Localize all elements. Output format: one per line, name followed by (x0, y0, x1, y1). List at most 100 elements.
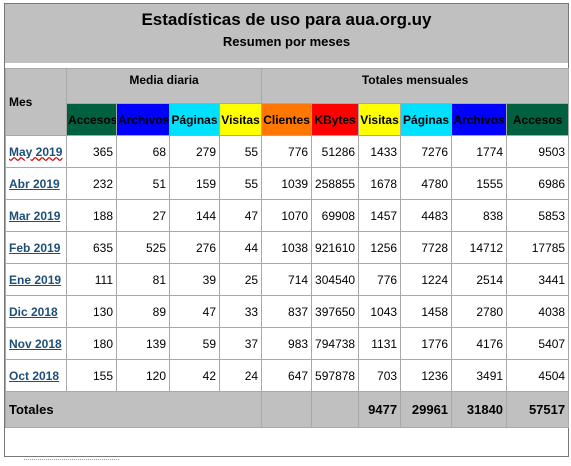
value-cell: 139 (116, 327, 170, 360)
table-row: Dic 2018 130 89 47 33 837 397650 1043 1458 2780 40… (5, 295, 570, 328)
month-cell: Feb 2019 (5, 231, 67, 264)
page-title: Estadísticas de uso para aua.org.uy (141, 10, 432, 29)
daily-average-header: Media diaria (65, 68, 263, 104)
table-row: Oct 2018 155 120 42 24 647 597878 703 1236 3491 45… (5, 359, 570, 392)
value-cell: 1131 (358, 327, 402, 360)
month-cell: Mar 2019 (5, 199, 67, 232)
value-cell: 55 (218, 167, 263, 200)
month-cell: Oct 2018 (5, 359, 67, 392)
month-column-header: Mes (5, 68, 67, 136)
value-cell: 714 (261, 263, 313, 296)
value-cell: 55 (218, 135, 263, 168)
total-cell (311, 391, 360, 428)
value-cell: 635 (66, 231, 117, 264)
value-cell: 1433 (358, 135, 402, 168)
total-cell: 31840 (451, 391, 508, 428)
month-cell: Ene 2019 (5, 263, 67, 296)
value-cell: 7728 (400, 231, 453, 264)
value-cell: 3441 (506, 263, 570, 296)
table-row: Mar 2019 188 27 144 47 1070 69908 1457 4483 838 58… (5, 199, 570, 232)
value-cell: 1774 (451, 135, 508, 168)
table-row: Feb 2019 635 525 276 44 1038 921610 1256 7728 147… (5, 231, 570, 264)
month-link[interactable]: Dic 2018 (9, 304, 58, 319)
value-cell: 25 (218, 263, 263, 296)
value-cell: 7276 (400, 135, 453, 168)
total-cell: 29961 (400, 391, 453, 428)
value-cell: 6986 (506, 167, 570, 200)
value-cell: 397650 (311, 295, 360, 328)
month-link[interactable]: Feb 2019 (9, 240, 61, 255)
value-cell: 1457 (358, 199, 402, 232)
value-cell: 27 (116, 199, 170, 232)
column-header-kbytes-5: KBytes (311, 103, 360, 136)
value-cell: 5407 (506, 327, 570, 360)
table-row: Abr 2019 232 51 159 55 1039 258855 1678 4780 1555… (5, 167, 570, 200)
monthly-summary-table: Mes Media diaria Totales mensuales Acces… (4, 68, 570, 428)
month-link[interactable]: May 2019 (9, 144, 63, 159)
month-link[interactable]: Abr 2019 (9, 176, 60, 191)
month-cell: Nov 2018 (5, 327, 67, 360)
stats-frame: Estadísticas de uso para aua.org.uy Resu… (4, 3, 570, 457)
month-cell: May 2019 (5, 135, 67, 168)
value-cell: 1776 (400, 327, 453, 360)
value-cell: 37 (218, 327, 263, 360)
value-cell: 4780 (400, 167, 453, 200)
column-header-p-ginas-2: Páginas (169, 103, 220, 136)
value-cell: 89 (116, 295, 170, 328)
value-cell: 33 (218, 295, 263, 328)
value-cell: 59 (169, 327, 220, 360)
value-cell: 130 (66, 295, 117, 328)
month-link[interactable]: Ene 2019 (9, 272, 62, 287)
value-cell: 1458 (400, 295, 453, 328)
value-cell: 188 (66, 199, 117, 232)
total-cell (261, 391, 313, 428)
column-header-p-ginas-7: Páginas (400, 103, 453, 136)
value-cell: 17785 (506, 231, 570, 264)
value-cell: 9503 (506, 135, 570, 168)
value-cell: 2780 (451, 295, 508, 328)
value-cell: 1039 (261, 167, 313, 200)
column-header-clientes-4: Clientes (261, 103, 313, 136)
value-cell: 24 (218, 359, 263, 392)
value-cell: 276 (169, 231, 220, 264)
value-cell: 180 (66, 327, 117, 360)
month-link[interactable]: Oct 2018 (9, 368, 60, 383)
totals-label: Totales (4, 391, 263, 428)
value-cell: 1236 (400, 359, 453, 392)
month-cell: Abr 2019 (5, 167, 67, 200)
value-cell: 647 (261, 359, 313, 392)
table-row: Ene 2019 111 81 39 25 714 304540 776 1224 2514 344… (5, 263, 570, 296)
value-cell: 111 (66, 263, 117, 296)
value-cell: 4038 (506, 295, 570, 328)
page-subtitle: Resumen por meses (222, 34, 351, 49)
value-cell: 776 (358, 263, 402, 296)
value-cell: 1038 (261, 231, 313, 264)
value-cell: 1555 (451, 167, 508, 200)
month-cell: Dic 2018 (5, 295, 67, 328)
value-cell: 68 (116, 135, 170, 168)
column-header-accesos-0: Accesos (66, 103, 117, 136)
footer-dotted-line (24, 459, 119, 460)
column-header-visitas-3: Visitas (218, 103, 263, 136)
report-header: Estadísticas de uso para aua.org.uy Resu… (5, 4, 568, 63)
value-cell: 5853 (506, 199, 570, 232)
column-header-visitas-6: Visitas (358, 103, 402, 136)
total-cell: 57517 (506, 391, 570, 428)
value-cell: 4176 (451, 327, 508, 360)
month-link[interactable]: Mar 2019 (9, 208, 61, 223)
value-cell: 51286 (311, 135, 360, 168)
value-cell: 1070 (261, 199, 313, 232)
value-cell: 69908 (311, 199, 360, 232)
value-cell: 47 (218, 199, 263, 232)
value-cell: 2514 (451, 263, 508, 296)
value-cell: 44 (218, 231, 263, 264)
table-row: May 2019 365 68 279 55 776 51286 1433 7276 1774 95… (5, 135, 570, 168)
value-cell: 1678 (358, 167, 402, 200)
value-cell: 42 (169, 359, 220, 392)
monthly-totals-header: Totales mensuales (261, 68, 570, 104)
month-link[interactable]: Nov 2018 (9, 336, 62, 351)
value-cell: 155 (66, 359, 117, 392)
value-cell: 776 (261, 135, 313, 168)
value-cell: 3491 (451, 359, 508, 392)
value-cell: 597878 (311, 359, 360, 392)
